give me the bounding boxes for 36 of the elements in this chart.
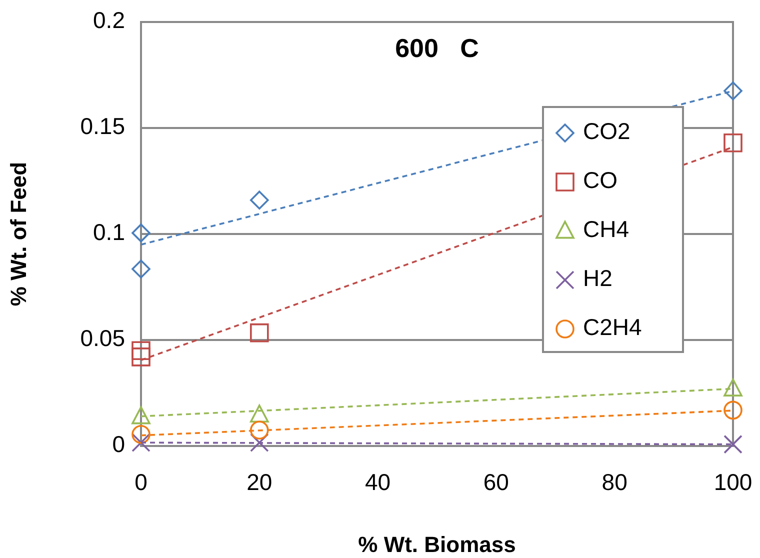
x-tick-label: 60 [483, 469, 509, 495]
x-tick-label: 20 [246, 469, 272, 495]
point [724, 133, 742, 152]
y-tick-label: 0.15 [80, 113, 125, 140]
point [724, 82, 742, 100]
point [132, 433, 150, 452]
y-tick-label: 0.2 [93, 7, 125, 34]
x-axis-title: % Wt. Biomass [358, 532, 516, 557]
y-tick-label: 0.1 [93, 219, 125, 246]
chart-title: 600 C [395, 33, 480, 63]
point [132, 224, 150, 242]
y-tick-label: 0.05 [80, 325, 125, 352]
point [250, 420, 269, 440]
y-tick-label: 0 [112, 431, 125, 458]
point [724, 434, 742, 454]
point [132, 424, 150, 444]
point [132, 341, 150, 360]
x-tick-label: 100 [714, 469, 752, 495]
point [724, 400, 742, 420]
point [132, 260, 150, 278]
legend-label: CH4 [583, 216, 630, 242]
point [132, 348, 150, 366]
legend-label: C2H4 [583, 314, 642, 340]
y-axis-title: % Wt. of Feed [6, 162, 31, 306]
point [250, 404, 269, 423]
x-tick-label: 80 [602, 469, 628, 495]
x-tick-label: 40 [365, 469, 391, 495]
legend-label: CO2 [583, 118, 630, 144]
point [724, 378, 742, 396]
point [250, 433, 269, 452]
point [250, 323, 269, 342]
legend-label: CO [583, 167, 618, 194]
point [250, 190, 269, 210]
point [132, 406, 150, 424]
legend-label: H2 [583, 265, 612, 292]
x-tick-label: 0 [134, 469, 148, 495]
